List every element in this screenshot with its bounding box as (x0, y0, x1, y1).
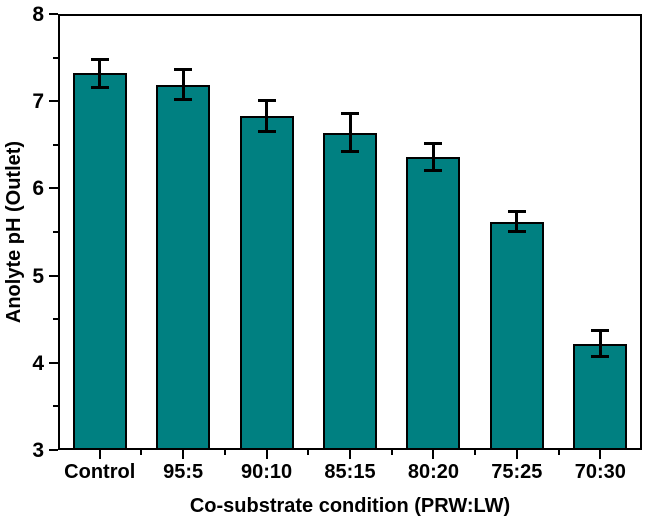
y-minor-tick (53, 56, 58, 59)
x-tick-label: 95:5 (163, 461, 204, 483)
error-bar-line (181, 69, 185, 100)
x-minor-tick (390, 450, 393, 455)
error-bar-cap-bottom (341, 150, 359, 154)
x-major-tick (515, 450, 518, 459)
bar-80:20 (406, 157, 461, 450)
x-minor-tick (223, 450, 226, 455)
error-bar-cap-bottom (424, 169, 443, 173)
x-tick-label: Control (64, 461, 136, 483)
error-bar-cap-bottom (90, 85, 109, 89)
y-minor-tick (53, 318, 58, 321)
error-bar-cap-top (591, 329, 610, 333)
error-bar-line (98, 59, 102, 88)
error-bar-line (598, 330, 602, 357)
error-bar-line (265, 100, 269, 132)
x-minor-tick (140, 450, 143, 455)
error-bar-cap-top (257, 98, 276, 102)
x-minor-tick (307, 450, 310, 455)
y-tick-label: 6 (32, 177, 44, 201)
y-minor-tick (53, 143, 58, 146)
y-major-tick (49, 449, 58, 451)
error-bar-cap-top (507, 210, 526, 214)
y-major-tick (49, 13, 58, 15)
x-tick-label: 85:15 (324, 461, 376, 483)
y-tick-label: 4 (32, 351, 44, 375)
error-bar-cap-top (341, 111, 359, 115)
x-major-tick (432, 450, 435, 459)
x-minor-tick (474, 450, 477, 455)
x-major-tick (349, 450, 351, 459)
y-axis-title: Anolyte pH (Outlet) (3, 140, 25, 324)
x-tick-label: 75:25 (491, 461, 543, 483)
y-major-tick (49, 361, 58, 364)
bar-90:10 (239, 116, 294, 450)
y-tick-label: 3 (32, 439, 44, 462)
x-major-tick (98, 450, 101, 459)
error-bar-cap-bottom (257, 130, 276, 134)
bar-70:30 (573, 343, 628, 450)
y-major-tick (49, 274, 58, 277)
y-minor-tick (53, 405, 58, 408)
x-major-tick (265, 450, 268, 459)
bar-85:15 (323, 132, 377, 450)
error-bar-line (348, 113, 352, 152)
y-tick-label: 7 (32, 90, 44, 114)
x-tick-label: 90:10 (240, 461, 293, 483)
error-bar-cap-bottom (591, 355, 610, 359)
x-axis-title: Co-substrate condition (PRW:LW) (189, 495, 511, 517)
bar-75:25 (489, 221, 544, 450)
x-major-tick (599, 450, 602, 459)
y-axis-title-wrap: Anolyte pH (Outlet) (0, 14, 28, 450)
error-bar-cap-bottom (507, 229, 526, 233)
x-tick-label: 80:20 (407, 461, 459, 483)
x-minor-tick (557, 450, 560, 455)
bar-95:5 (156, 84, 211, 450)
y-major-tick (49, 187, 58, 190)
error-bar-cap-top (174, 68, 193, 72)
x-tick-label: 70:30 (574, 461, 626, 483)
error-bar-line (431, 143, 435, 171)
x-major-tick (182, 450, 185, 459)
error-bar-cap-top (90, 57, 109, 61)
bar-Control (72, 73, 127, 450)
y-tick-label: 5 (32, 264, 44, 288)
error-bar-line (515, 211, 519, 232)
y-tick-label: 8 (32, 3, 44, 26)
error-bar-cap-bottom (174, 97, 193, 101)
error-bar-cap-top (424, 141, 443, 145)
y-major-tick (49, 100, 58, 103)
y-minor-tick (53, 231, 58, 233)
